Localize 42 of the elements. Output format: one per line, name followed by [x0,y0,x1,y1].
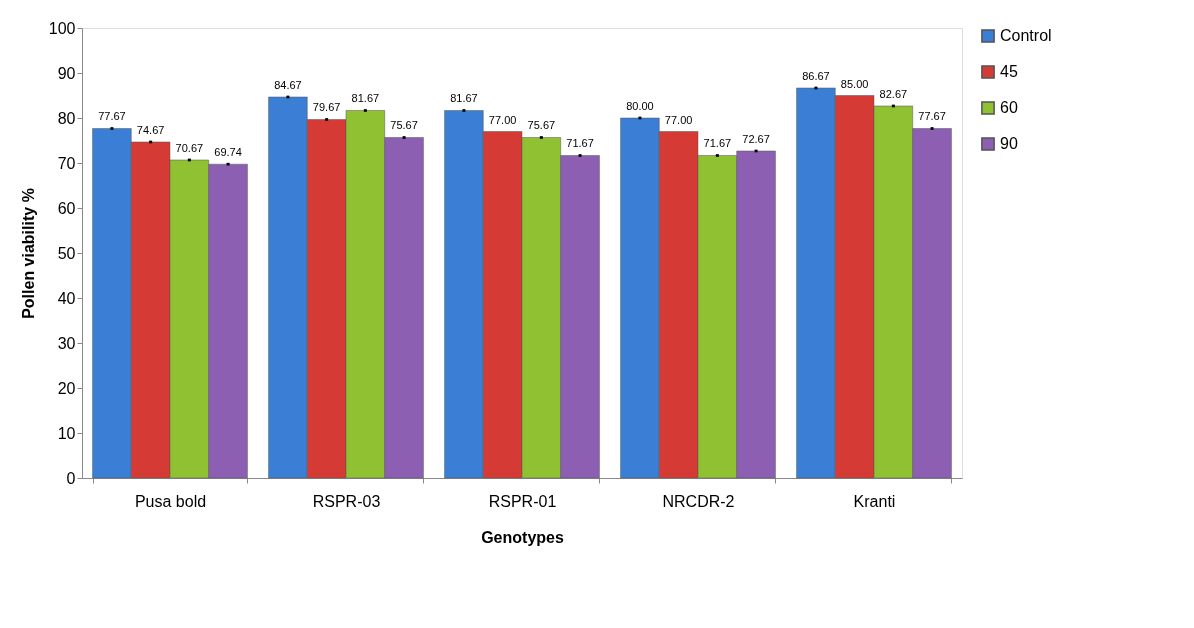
data-label: 77.67 [98,110,126,123]
x-tick-label: NRCDR-2 [662,492,735,510]
data-label: 77.67 [918,110,946,123]
data-label: 80.00 [626,100,654,112]
data-label: 81.67 [351,92,380,105]
data-label: 81.67 [450,92,478,105]
y-tick-label: 50 [57,244,76,262]
data-label: 75.67 [390,119,418,132]
y-tick-label: 60 [57,199,76,217]
y-tick-label: 90 [57,64,76,82]
y-tick-label: 80 [57,109,76,127]
x-tick-label: Kranti [853,492,896,510]
y-tick-label: 70 [57,154,76,172]
data-label: 77.00 [488,113,517,126]
data-label: 71.67 [703,137,732,150]
data-label: 70.67 [175,141,204,154]
x-axis-title: Genotypes [481,528,564,546]
legend-label: 60 [1000,99,1018,116]
data-label: 85.00 [840,77,869,90]
legend-label: 90 [1000,135,1018,152]
data-label: 77.00 [664,113,693,126]
data-label: 75.67 [527,119,556,132]
y-tick-label: 0 [66,469,76,487]
y-axis-title: Pollen viability % [19,188,37,319]
y-tick-label: 40 [57,289,76,307]
data-label: 74.67 [136,123,165,136]
legend-label: 45 [1000,63,1018,80]
y-tick-label: 100 [48,19,76,37]
x-tick-label: RSPR-01 [488,492,557,510]
data-label: 72.67 [742,132,770,145]
data-label: 82.67 [879,87,908,100]
x-tick-label: RSPR-03 [312,492,381,510]
data-label: 84.67 [274,78,302,91]
y-tick-label: 30 [57,334,76,352]
data-label: 71.67 [566,137,594,150]
y-tick-label: 10 [57,424,76,442]
y-tick-label: 20 [57,379,76,397]
data-label: 86.67 [802,69,830,82]
x-tick-label: Pusa bold [134,492,207,510]
data-label: 69.74 [214,146,242,159]
data-label: 79.67 [312,101,341,114]
legend-label: Control [1000,27,1052,44]
